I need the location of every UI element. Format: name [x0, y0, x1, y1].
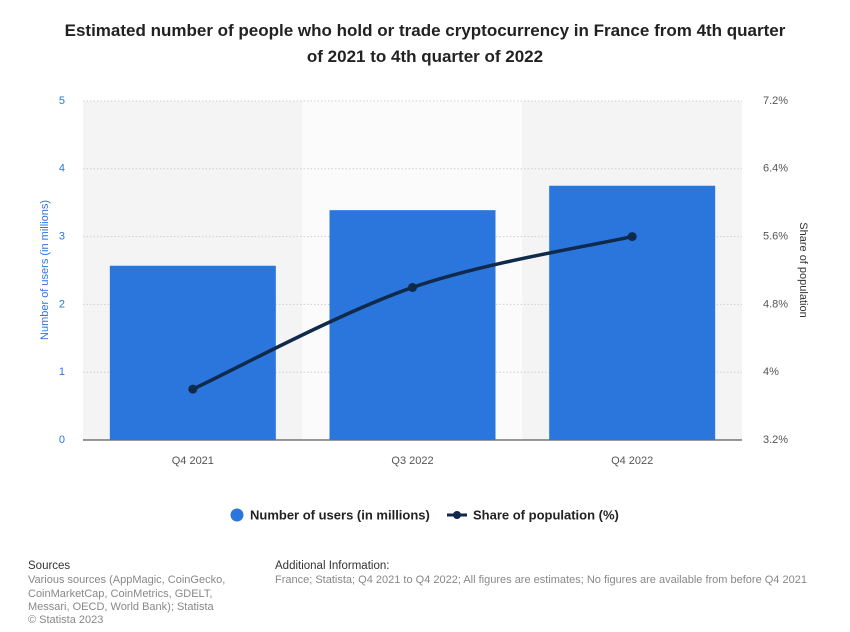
legend-label: Share of population (%): [473, 507, 619, 522]
y2-tick-label: 3.2%: [763, 434, 788, 446]
sources-title: Sources: [28, 560, 71, 572]
info: France; Statista; Q4 2021 to Q4 2022; Al…: [275, 574, 807, 586]
y-tick-label: 0: [59, 434, 65, 446]
y2-tick-label: 4%: [763, 366, 779, 378]
y-tick-label: 3: [59, 231, 65, 243]
y-tick-label: 4: [59, 163, 65, 175]
y2-tick-label: 7.2%: [763, 95, 788, 107]
legend-label: Number of users (in millions): [250, 507, 430, 522]
y-tick-label: 5: [59, 95, 65, 107]
y-tick-label: 1: [59, 366, 65, 378]
y2-tick-label: 4.8%: [763, 298, 788, 310]
bar: [329, 210, 496, 440]
x-tick-label: Q4 2022: [611, 455, 653, 467]
y2-tick-label: 5.6%: [763, 231, 788, 243]
copyright: © Statista 2023: [28, 614, 104, 626]
legend-swatch: [230, 508, 244, 522]
y2-tick-label: 6.4%: [763, 163, 788, 175]
chart-title: Estimated number of people who hold or t…: [64, 21, 786, 66]
legend-swatch: [453, 511, 461, 519]
info-title: Additional Information:: [275, 560, 390, 572]
bar: [549, 185, 716, 440]
line-point: [408, 282, 417, 292]
y-axis-label: Number of users (in millions): [39, 200, 51, 340]
x-tick-label: Q4 2021: [172, 455, 214, 467]
sources: Various sources (AppMagic, CoinGecko, Co…: [28, 574, 226, 613]
x-tick-label: Q3 2022: [391, 455, 433, 467]
line-point: [627, 232, 637, 242]
y2-axis-label: Share of population: [797, 222, 809, 317]
line-point: [188, 384, 198, 394]
y-tick-label: 2: [59, 298, 65, 310]
bar: [109, 265, 276, 440]
